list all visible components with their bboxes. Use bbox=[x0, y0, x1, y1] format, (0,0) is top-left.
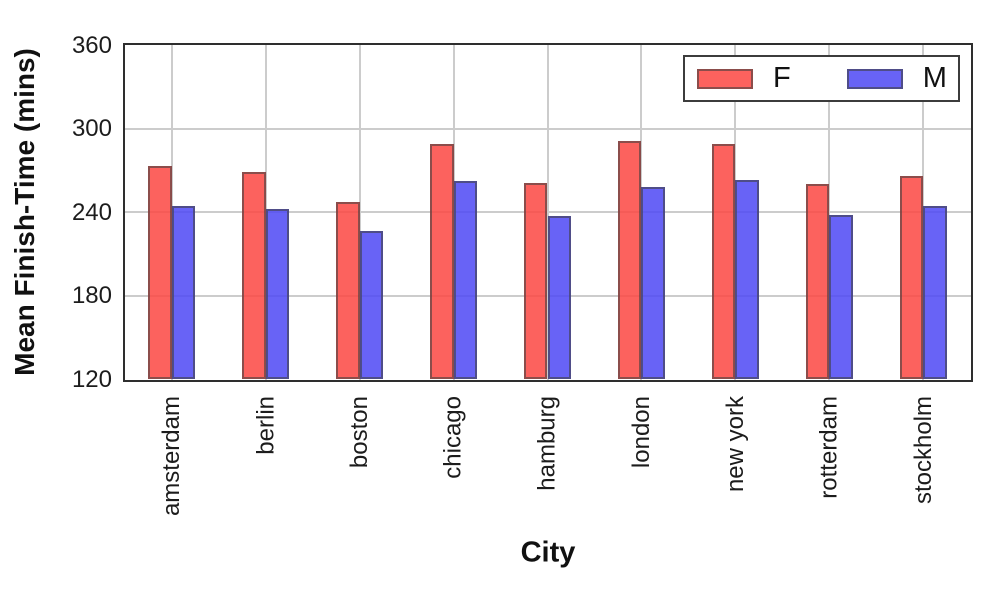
x-tick-label-text: london bbox=[627, 396, 655, 469]
bar-f-boston bbox=[336, 202, 360, 379]
bar-m-new-york bbox=[735, 179, 759, 379]
y-tick-label: 360 bbox=[71, 31, 112, 59]
bar-m-rotterdam bbox=[829, 214, 853, 379]
legend: F M bbox=[683, 55, 960, 102]
legend-swatch-m bbox=[846, 68, 903, 89]
bar-f-rotterdam bbox=[805, 184, 830, 379]
bar-m-berlin bbox=[265, 209, 290, 379]
bar-f-berlin bbox=[242, 171, 266, 379]
bar-f-amsterdam bbox=[148, 166, 172, 379]
bar-f-london bbox=[617, 141, 642, 379]
y-tick-label: 240 bbox=[71, 198, 112, 226]
x-tick-label-text: hamburg bbox=[534, 396, 561, 491]
y-tick-label: 180 bbox=[71, 282, 112, 309]
gridline-vertical bbox=[828, 45, 831, 380]
legend-label-m: M bbox=[922, 62, 947, 94]
bar-f-stockholm bbox=[899, 175, 924, 379]
gridline-vertical bbox=[358, 45, 361, 380]
gridline-vertical bbox=[546, 45, 549, 380]
bar-m-london bbox=[641, 186, 665, 379]
legend-swatch-f bbox=[697, 68, 753, 89]
bar-m-chicago bbox=[453, 181, 478, 379]
x-tick-label-text: boston bbox=[346, 396, 374, 469]
bar-m-hamburg bbox=[547, 216, 571, 379]
x-tick-label-text: rotterdam bbox=[815, 396, 843, 499]
bar-f-new-york bbox=[711, 143, 736, 379]
x-tick-label-text: amsterdam bbox=[158, 396, 186, 517]
bar-f-chicago bbox=[430, 143, 454, 379]
bar-m-boston bbox=[359, 231, 384, 379]
y-tick-label: 120 bbox=[71, 365, 112, 393]
x-tick-label-text: berlin bbox=[252, 396, 280, 455]
bar-m-amsterdam bbox=[171, 206, 196, 379]
bar-m-stockholm bbox=[923, 206, 947, 379]
legend-label-f: F bbox=[773, 62, 791, 94]
x-tick-label-text: new york bbox=[721, 396, 749, 493]
bar-f-hamburg bbox=[524, 182, 548, 379]
x-tick-label-text: chicago bbox=[440, 396, 468, 479]
y-tick-label: 300 bbox=[71, 115, 112, 142]
x-tick-label-text: stockholm bbox=[909, 396, 937, 505]
x-axis-label: City bbox=[520, 536, 576, 569]
